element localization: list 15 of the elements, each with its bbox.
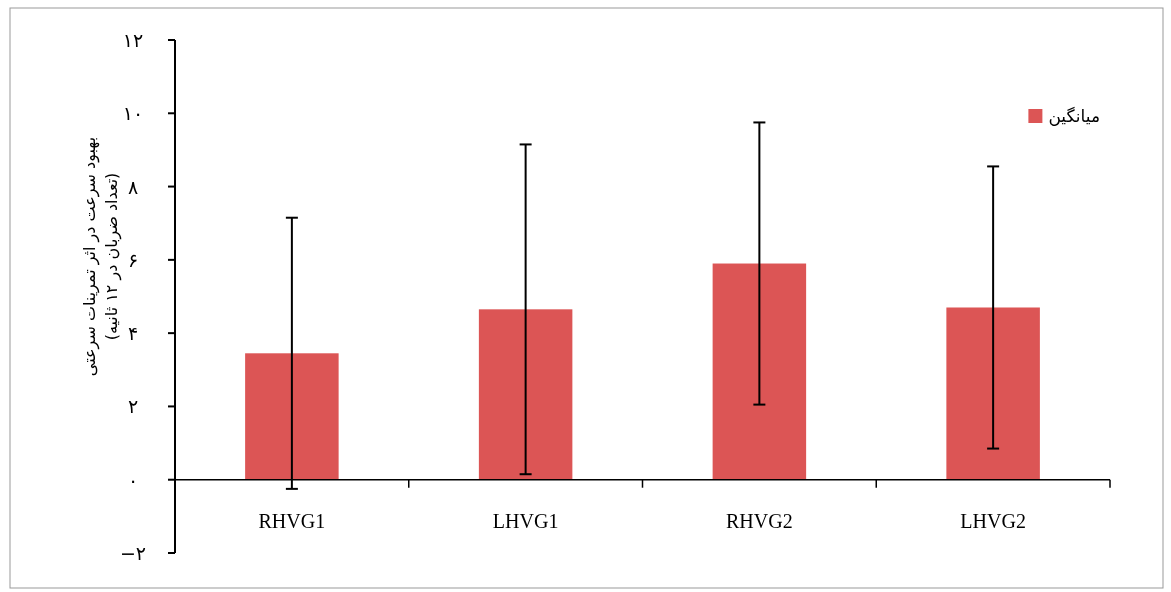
y-tick-label: ۸ [127, 175, 139, 198]
y-axis-title: بهبود سرعت در اثر تمرینات سرعتی (تعداد ضربان در ۱۲ ثانیه) [80, 136, 122, 377]
y-tick-label: ۲ [127, 395, 139, 418]
x-tick-label: LHVG2 [960, 509, 1026, 532]
y-tick-label: −۲ [119, 542, 147, 564]
y-tick-label: ۶ [127, 248, 139, 271]
legend-label: میانگین [1048, 106, 1100, 126]
x-tick-label: RHVG2 [726, 509, 793, 532]
x-tick-label: RHVG1 [258, 509, 326, 532]
y-tick-label: ۴ [127, 322, 139, 345]
y-tick-label: ۱۲ [122, 29, 144, 51]
legend: میانگین [1028, 106, 1100, 126]
y-tick-label: ۱۰ [122, 102, 144, 125]
y-tick-label: ۰ [127, 468, 139, 491]
x-tick-label: LHVG1 [492, 509, 559, 532]
